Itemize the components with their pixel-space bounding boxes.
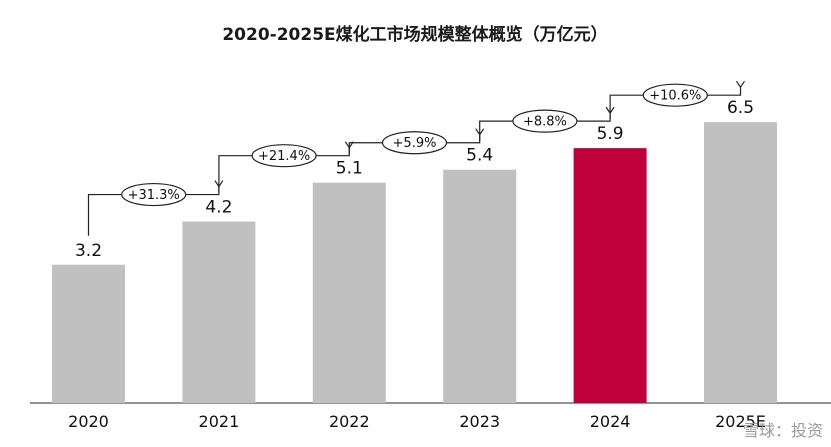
category-label-2024: 2024 [590,412,631,431]
bar-2025E [704,122,777,403]
growth-arrow-4 [736,80,745,89]
growth-label-3: +8.8% [523,115,567,130]
growth-oval-3 [512,109,578,133]
growth-oval-1 [251,144,317,168]
growth-label-0: +31.3% [128,188,180,203]
category-label-2021: 2021 [199,412,240,431]
category-label-2022: 2022 [329,412,370,431]
growth-label-2: +5.9% [393,136,437,151]
growth-label-4: +10.6% [649,89,701,104]
category-label-2025E: 2025E [715,412,766,431]
bar-2022 [312,182,386,403]
bar-2021 [182,221,256,403]
value-label-2024: 5.9 [597,124,624,144]
category-label-2023: 2023 [459,412,500,431]
chart-title: 2020-2025E煤化工市场规模整体概览（万亿元） [222,24,607,45]
value-label-2021: 4.2 [205,198,232,218]
value-label-2022: 5.1 [336,159,363,179]
growth-oval-0 [121,182,187,207]
bar-2020 [52,264,125,403]
growth-oval-4 [642,83,708,107]
bar-2024 [573,148,647,403]
bar-2023 [443,169,517,403]
growth-oval-2 [381,131,448,155]
footer-watermark: 雪球：投资 [742,421,823,440]
category-label-2020: 2020 [68,412,109,431]
value-label-2025E: 6.5 [727,98,754,118]
value-label-2020: 3.2 [75,241,102,261]
growth-label-1: +21.4% [258,149,310,164]
value-label-2023: 5.4 [466,146,493,166]
